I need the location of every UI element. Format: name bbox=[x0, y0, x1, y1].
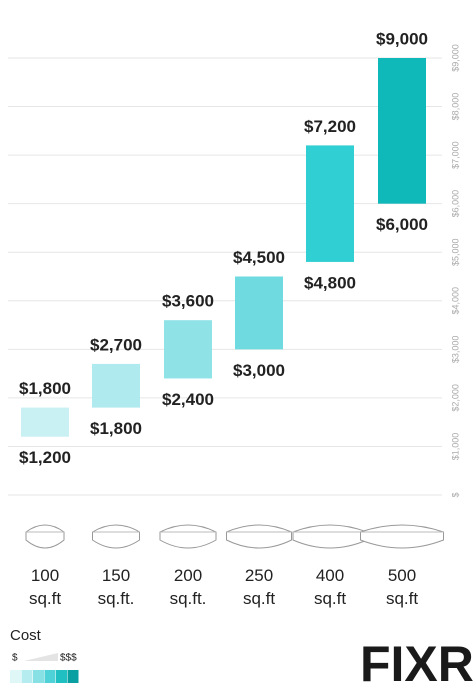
high-label: $4,500 bbox=[233, 248, 285, 267]
legend-swatch bbox=[33, 670, 44, 683]
legend-swatch bbox=[56, 670, 67, 683]
y-tick-label: $1,000 bbox=[450, 433, 460, 461]
legend-swatch bbox=[21, 670, 33, 683]
x-tick-label: 500 sq.ft bbox=[385, 566, 419, 608]
low-label: $1,800 bbox=[90, 419, 142, 438]
legend-wedge bbox=[24, 653, 58, 661]
y-tick-label: $5,000 bbox=[450, 238, 460, 266]
legend-min: $ bbox=[12, 653, 18, 664]
logo: FIXR bbox=[360, 636, 474, 692]
low-label: $2,400 bbox=[162, 390, 214, 409]
bar bbox=[164, 320, 212, 379]
legend-swatch bbox=[10, 670, 21, 683]
x-tick-label: 400 sq.ft bbox=[313, 566, 347, 608]
y-tick-label: $2,000 bbox=[450, 384, 460, 412]
y-tick-label: $8,000 bbox=[450, 93, 460, 121]
low-label: $6,000 bbox=[376, 215, 428, 234]
legend-max: $$$ bbox=[60, 653, 77, 664]
legend-swatch bbox=[67, 670, 79, 683]
low-label: $1,200 bbox=[19, 448, 71, 467]
y-tick-label: $9,000 bbox=[450, 44, 460, 72]
bar bbox=[92, 363, 140, 408]
x-tick-label: 150 sq.ft. bbox=[97, 566, 135, 608]
bar bbox=[378, 58, 426, 204]
y-tick-label: $4,000 bbox=[450, 287, 460, 315]
x-tick-label: 100 sq.ft bbox=[28, 566, 62, 608]
high-label: $2,700 bbox=[90, 335, 142, 354]
y-tick-label: $6,000 bbox=[450, 190, 460, 218]
high-label: $9,000 bbox=[376, 29, 428, 48]
high-label: $1,800 bbox=[19, 379, 71, 398]
low-label: $4,800 bbox=[304, 273, 356, 292]
patio-icon bbox=[226, 524, 292, 549]
y-tick-label: $3,000 bbox=[450, 336, 460, 364]
x-tick-label: 200 sq.ft. bbox=[169, 566, 207, 608]
patio-icon bbox=[360, 524, 444, 549]
bar bbox=[235, 276, 283, 350]
low-label: $3,000 bbox=[233, 361, 285, 380]
bar bbox=[21, 407, 69, 437]
high-label: $7,200 bbox=[304, 117, 356, 136]
legend-title: Cost bbox=[10, 627, 42, 644]
patio-icon bbox=[159, 524, 217, 549]
bar bbox=[306, 145, 354, 262]
y-tick-label: $7,000 bbox=[450, 141, 460, 169]
patio-icon bbox=[292, 524, 368, 549]
patio-icon bbox=[25, 524, 65, 549]
patio-icon bbox=[92, 524, 140, 549]
legend-swatch bbox=[44, 670, 56, 683]
x-tick-label: 250 sq.ft bbox=[242, 566, 276, 608]
y-tick-label: $ bbox=[450, 492, 460, 497]
high-label: $3,600 bbox=[162, 292, 214, 311]
